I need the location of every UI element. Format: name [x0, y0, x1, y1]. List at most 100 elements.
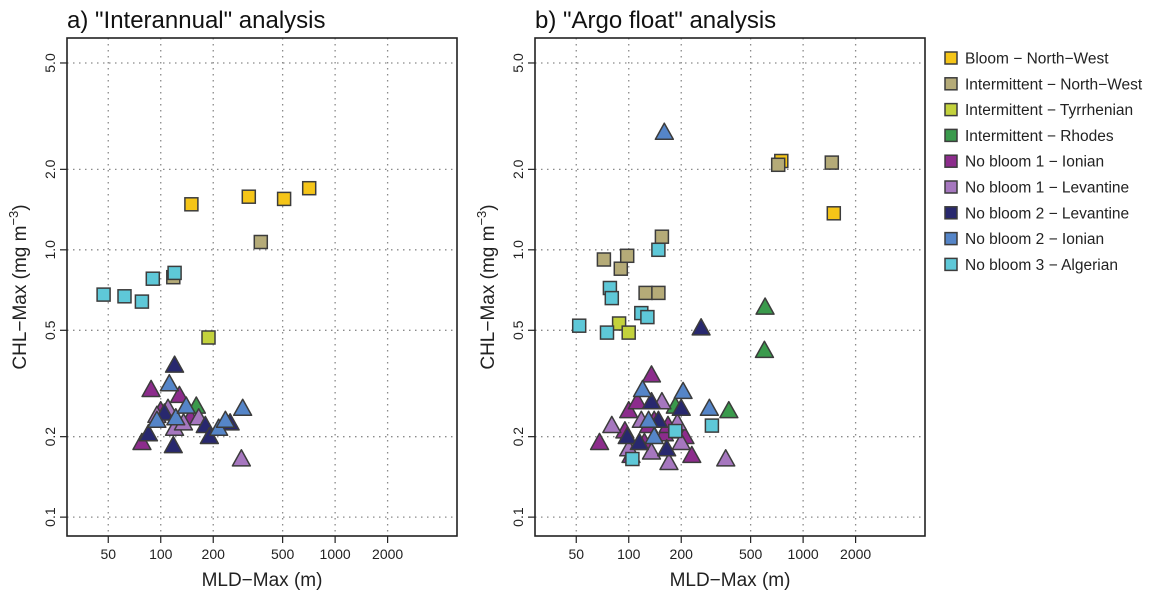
y-axis-label-exponent: −3 — [6, 211, 21, 226]
x-tick-label: 1000 — [320, 546, 351, 562]
legend-label: Intermittent − Tyrrhenian — [965, 102, 1133, 119]
series — [96, 265, 182, 309]
data-point — [596, 252, 612, 267]
series — [665, 297, 775, 419]
series — [596, 155, 840, 301]
y-tick-label: 1.0 — [42, 240, 58, 260]
data-point — [640, 309, 655, 325]
data-point — [169, 385, 190, 404]
x-tick-label: 100 — [149, 546, 173, 562]
data-point — [134, 294, 150, 309]
x-tick-label: 500 — [271, 546, 295, 562]
legend-swatch — [944, 51, 958, 65]
data-point — [602, 415, 622, 434]
x-tick-label: 500 — [739, 546, 763, 562]
data-point — [641, 391, 662, 410]
data-point — [147, 410, 167, 429]
data-point — [654, 229, 670, 244]
data-point — [625, 451, 640, 467]
x-tick-label: 1000 — [788, 546, 819, 562]
data-point — [167, 265, 182, 281]
data-point — [589, 432, 610, 451]
data-point — [164, 355, 185, 373]
data-point — [159, 373, 180, 392]
data-point — [659, 452, 679, 471]
y-axis-label-exponent: −3 — [474, 211, 489, 226]
data-point — [627, 391, 648, 410]
y-tick-label: 0.1 — [42, 507, 58, 527]
data-point — [651, 285, 666, 301]
legend-label: Bloom − North−West — [965, 51, 1109, 68]
data-point — [716, 449, 736, 467]
panel-title: a) "Interannual" analysis — [67, 7, 326, 34]
data-point — [629, 432, 650, 451]
panel-b: b) "Argo float" analysis 50 100 200 500 1000 2… — [474, 7, 926, 590]
series — [611, 316, 636, 340]
x-axis-label: MLD−Max (m) — [202, 570, 323, 590]
legend-swatch — [944, 102, 958, 117]
data-point — [641, 365, 662, 383]
legend-swatch — [944, 77, 958, 91]
y-tick-label: 2.0 — [42, 159, 58, 179]
legend-label: No bloom 2 − Ionian — [965, 231, 1104, 248]
data-point — [691, 318, 711, 336]
y-axis-label-tail: ) — [10, 204, 31, 210]
y-tick-label: 0.2 — [42, 427, 58, 447]
data-point — [644, 426, 664, 445]
series — [184, 180, 317, 212]
data-point — [719, 400, 739, 419]
data-point — [166, 408, 186, 426]
data-point — [232, 398, 253, 417]
y-tick-label: 0.1 — [510, 507, 526, 527]
legend-swatch — [944, 231, 958, 246]
data-point — [117, 289, 132, 304]
data-point — [201, 330, 216, 345]
data-point — [241, 189, 257, 204]
data-point — [604, 290, 620, 306]
legend-label: No bloom 2 − Levantine — [965, 205, 1129, 222]
x-tick-label: 2000 — [372, 546, 403, 562]
y-tick-label: 1.0 — [510, 240, 526, 260]
data-point — [704, 418, 720, 433]
y-axis-label-tail: ) — [478, 204, 499, 210]
panel-a: a) "Interannual" analysis 50 100 200 500 1000… — [6, 7, 458, 590]
series — [632, 122, 720, 445]
y-tick-label: 5.0 — [42, 53, 58, 73]
legend-swatch — [944, 154, 958, 168]
legend-swatch — [944, 257, 958, 272]
data-point — [699, 398, 720, 417]
gridlines — [67, 38, 457, 536]
data-point — [656, 438, 677, 457]
x-tick-label: 200 — [670, 546, 694, 562]
x-tick-label: 50 — [100, 546, 116, 562]
data-point — [638, 285, 653, 301]
data-point — [638, 410, 659, 429]
x-tick-label: 200 — [202, 546, 226, 562]
plot-frame — [66, 37, 458, 537]
legend-label: No bloom 1 − Levantine — [965, 180, 1129, 197]
series — [166, 234, 269, 285]
y-axis-label: CHL−Max (mg m−3) — [474, 204, 499, 369]
y-tick-label: 0.5 — [510, 320, 526, 340]
data-points — [96, 180, 317, 467]
data-point — [641, 442, 662, 460]
plot-frame — [534, 37, 926, 537]
series — [617, 318, 711, 457]
y-tick-label: 0.2 — [510, 427, 526, 447]
x-axis-label: MLD−Max (m) — [670, 570, 791, 590]
series — [201, 330, 216, 345]
legend-label: Intermittent − Rhodes — [965, 128, 1114, 145]
legend-label: Intermittent − North−West — [965, 76, 1143, 93]
panel-title: b) "Argo float" analysis — [535, 7, 776, 34]
y-tick-label: 0.5 — [42, 320, 58, 340]
data-point — [654, 122, 675, 141]
series — [571, 242, 720, 467]
legend-swatch — [944, 128, 958, 143]
data-point — [682, 445, 702, 464]
data-point — [276, 191, 292, 207]
data-point — [617, 426, 637, 445]
y-axis-label-main: CHL−Max (mg m — [478, 226, 499, 370]
data-point — [96, 287, 111, 302]
x-tick-label: 100 — [617, 546, 641, 562]
data-point — [176, 396, 196, 414]
